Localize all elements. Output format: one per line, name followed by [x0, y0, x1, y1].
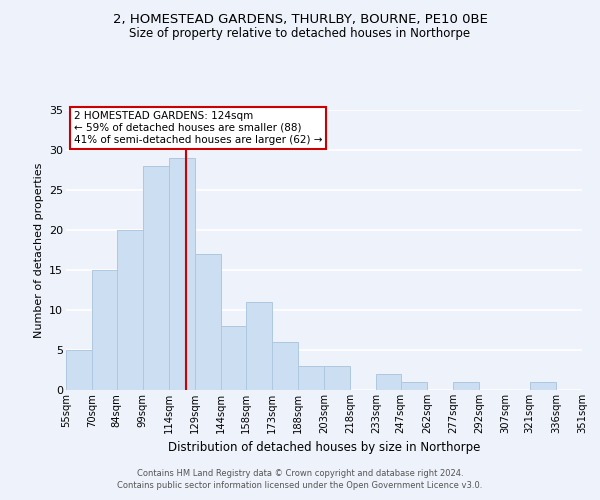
- Text: Size of property relative to detached houses in Northorpe: Size of property relative to detached ho…: [130, 28, 470, 40]
- Bar: [376, 374, 401, 390]
- Bar: [169, 158, 195, 390]
- Bar: [195, 254, 221, 390]
- Bar: [453, 382, 479, 390]
- Bar: [221, 326, 245, 390]
- Bar: [530, 382, 556, 390]
- Bar: [92, 270, 116, 390]
- Text: 2, HOMESTEAD GARDENS, THURLBY, BOURNE, PE10 0BE: 2, HOMESTEAD GARDENS, THURLBY, BOURNE, P…: [113, 12, 487, 26]
- Bar: [116, 230, 143, 390]
- Bar: [245, 302, 272, 390]
- Bar: [401, 382, 427, 390]
- Bar: [143, 166, 169, 390]
- Bar: [324, 366, 350, 390]
- X-axis label: Distribution of detached houses by size in Northorpe: Distribution of detached houses by size …: [168, 442, 480, 454]
- Y-axis label: Number of detached properties: Number of detached properties: [34, 162, 44, 338]
- Text: Contains HM Land Registry data © Crown copyright and database right 2024.: Contains HM Land Registry data © Crown c…: [137, 468, 463, 477]
- Bar: [272, 342, 298, 390]
- Bar: [298, 366, 324, 390]
- Text: Contains public sector information licensed under the Open Government Licence v3: Contains public sector information licen…: [118, 481, 482, 490]
- Bar: [66, 350, 92, 390]
- Text: 2 HOMESTEAD GARDENS: 124sqm
← 59% of detached houses are smaller (88)
41% of sem: 2 HOMESTEAD GARDENS: 124sqm ← 59% of det…: [74, 112, 322, 144]
